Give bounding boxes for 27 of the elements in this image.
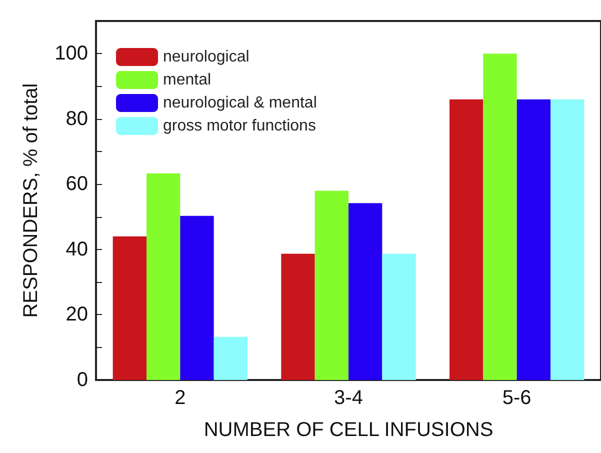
x-axis-title: NUMBER OF CELL INFUSIONS <box>204 419 494 441</box>
y-tick-label: 80 <box>66 108 88 130</box>
y-tick-label: 0 <box>76 369 88 391</box>
y-tick-label: 60 <box>66 173 88 196</box>
bar <box>214 336 248 380</box>
bar <box>281 254 315 380</box>
y-tick-label: 40 <box>66 238 88 260</box>
bar <box>314 190 348 380</box>
legend-label: neurological & mental <box>163 94 317 112</box>
legend-label: neurological <box>163 48 250 66</box>
x-tick-label: 2 <box>174 387 186 409</box>
bar <box>348 203 382 380</box>
bar <box>382 254 416 380</box>
bar <box>483 54 517 380</box>
legend-label: gross motor functions <box>163 118 316 134</box>
x-tick-label: 3-4 <box>334 387 363 409</box>
bar <box>516 99 550 380</box>
y-tick-label: 20 <box>66 304 88 326</box>
bar <box>450 99 484 380</box>
bar <box>550 99 584 380</box>
y-axis-title: RESPONDERS, % of total <box>20 83 42 318</box>
y-tick-label: 100 <box>54 42 88 65</box>
bar <box>112 236 146 380</box>
bar <box>180 216 214 380</box>
x-tick-label: 5-6 <box>502 387 532 409</box>
legend-label: mental <box>163 72 212 88</box>
bar <box>146 173 180 380</box>
